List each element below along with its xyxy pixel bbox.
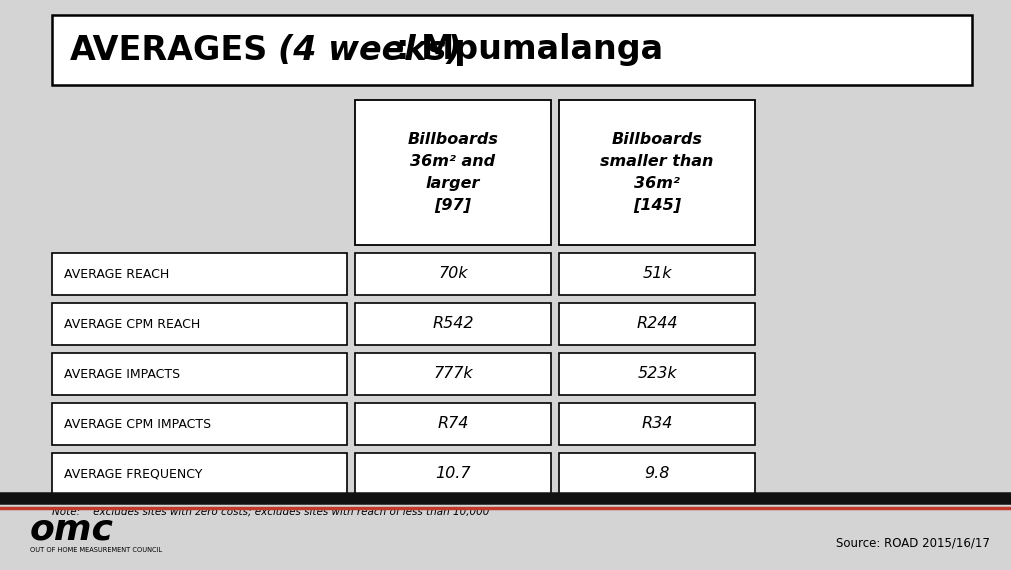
Bar [355,303,551,345]
Bar [52,303,347,345]
Bar [355,403,551,445]
Bar [52,403,347,445]
Text: 777k: 777k [433,367,473,381]
Text: 70k: 70k [438,267,468,282]
Text: R244: R244 [636,316,677,332]
Bar [52,353,347,395]
Text: AVERAGE FREQUENCY: AVERAGE FREQUENCY [64,467,202,481]
Text: Billboards
smaller than
36m²
[145]: Billboards smaller than 36m² [145] [601,132,714,213]
Text: 523k: 523k [637,367,676,381]
Bar [355,253,551,295]
Text: omc: omc [30,513,114,547]
Text: AVERAGE REACH: AVERAGE REACH [64,267,169,280]
Bar [355,353,551,395]
Text: : Mpumalanga: : Mpumalanga [396,34,663,67]
Text: AVERAGE CPM REACH: AVERAGE CPM REACH [64,317,200,331]
Bar [559,303,755,345]
Text: Source: ROAD 2015/16/17: Source: ROAD 2015/16/17 [836,536,990,549]
Bar [52,453,347,495]
Text: (4 weeks): (4 weeks) [278,34,462,67]
Text: R74: R74 [438,417,469,431]
Bar [355,453,551,495]
Bar [52,15,972,85]
Text: 51k: 51k [642,267,671,282]
Text: Billboards
36m² and
larger
[97]: Billboards 36m² and larger [97] [407,132,498,213]
Bar [355,100,551,245]
Text: AVERAGES: AVERAGES [70,34,268,67]
Bar [559,453,755,495]
Text: AVERAGE CPM IMPACTS: AVERAGE CPM IMPACTS [64,417,211,430]
Bar [52,253,347,295]
Text: Note:    excludes sites with zero costs; excludes sites with reach of less than : Note: excludes sites with zero costs; ex… [52,507,489,517]
Bar [559,253,755,295]
Bar [559,100,755,245]
Text: 9.8: 9.8 [644,466,669,482]
Bar [559,403,755,445]
Text: 10.7: 10.7 [436,466,471,482]
Bar [559,353,755,395]
Text: AVERAGE IMPACTS: AVERAGE IMPACTS [64,368,180,381]
Text: R34: R34 [641,417,672,431]
Text: OUT OF HOME MEASUREMENT COUNCIL: OUT OF HOME MEASUREMENT COUNCIL [30,547,162,553]
Text: R542: R542 [433,316,474,332]
